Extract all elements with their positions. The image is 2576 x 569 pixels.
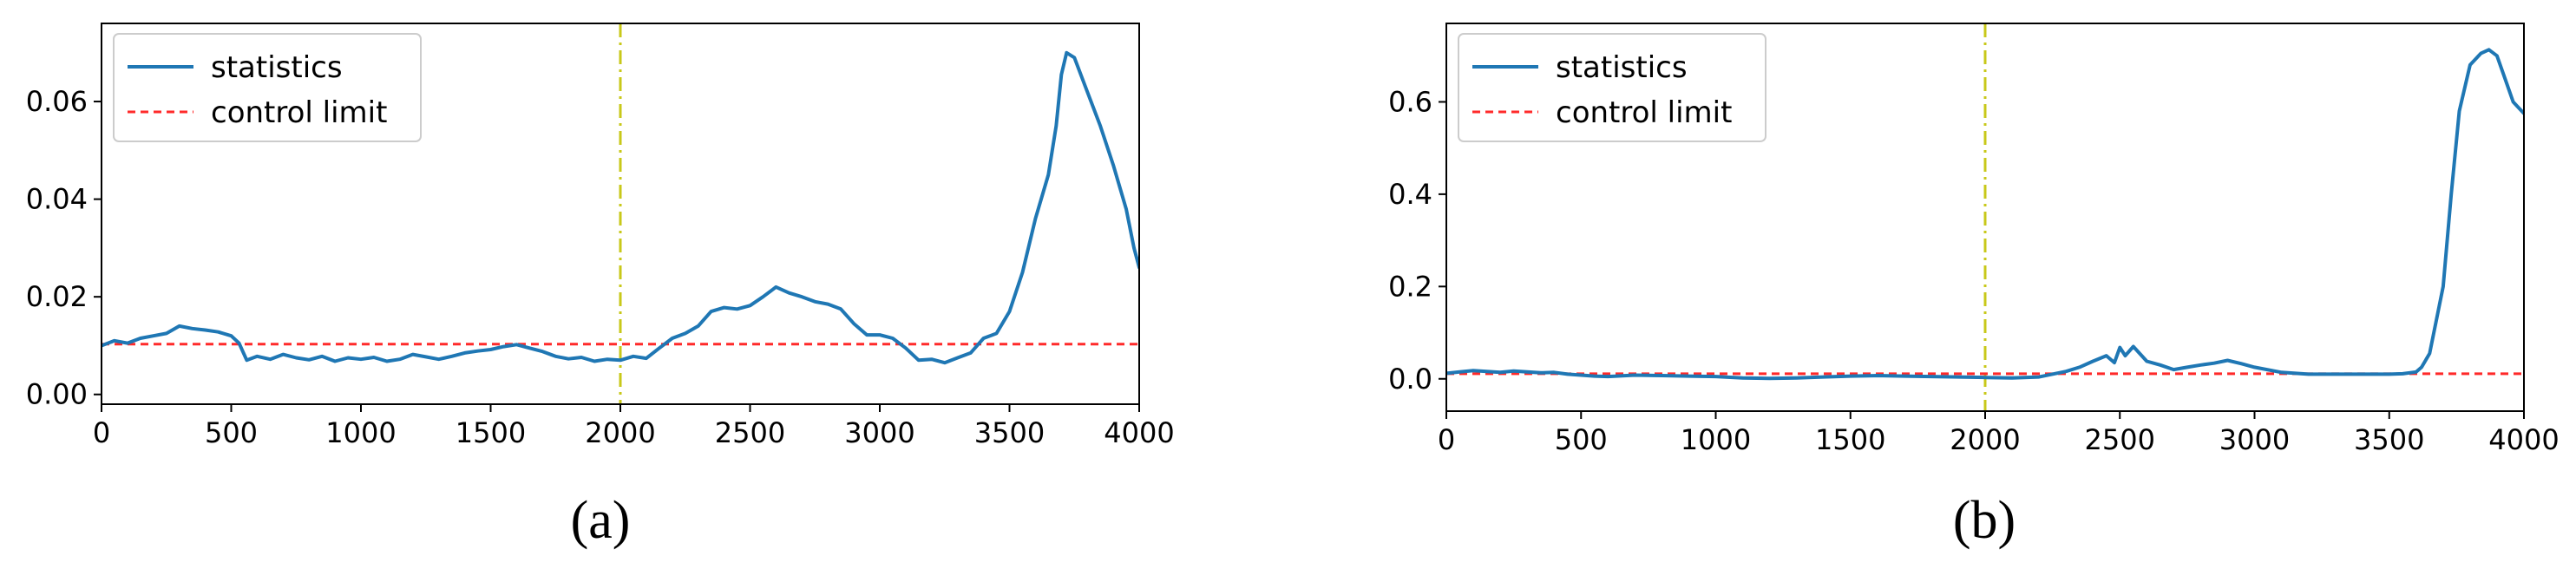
- plot-area: [1446, 23, 2524, 411]
- legend-box: [1458, 33, 1766, 142]
- panel-caption-a: (a): [571, 491, 631, 550]
- x-tick-label: 4000: [2488, 423, 2559, 456]
- x-tick-label: 1000: [325, 416, 396, 449]
- x-tick-label: 2500: [715, 416, 785, 449]
- y-axis-ticks: 0.0 0.2 0.4 0.6: [1388, 85, 1446, 396]
- x-tick-label: 2000: [585, 416, 655, 449]
- y-tick-label: 0.00: [26, 378, 88, 411]
- y-tick-label: 0.02: [26, 280, 88, 313]
- y-axis-ticks: 0.00 0.02 0.04 0.06: [26, 85, 102, 411]
- x-axis-ticks: 0 500 1000 1500 2000 2500 3000 3500 4000: [1438, 411, 2560, 456]
- x-tick-label: 3500: [974, 416, 1045, 449]
- y-tick-label: 0.2: [1388, 270, 1432, 303]
- legend-box: [113, 33, 422, 142]
- x-tick-label: 0: [93, 416, 110, 449]
- y-tick-label: 0.4: [1388, 178, 1432, 211]
- y-tick-label: 0.04: [26, 183, 88, 216]
- legend-label-statistics: statistics: [1556, 50, 1688, 85]
- legend-label-control-limit: control limit: [211, 95, 387, 130]
- statistics-line: [102, 50, 1139, 365]
- axes-frame: [1445, 23, 2525, 412]
- x-tick-label: 0: [1438, 423, 1455, 456]
- x-tick-label: 3500: [2354, 423, 2424, 456]
- y-tick-label: 0.0: [1388, 363, 1432, 396]
- legend-label-control-limit: control limit: [1556, 95, 1732, 130]
- x-tick-label: 500: [1555, 423, 1608, 456]
- legend-label-statistics: statistics: [211, 50, 343, 85]
- x-tick-label: 1500: [456, 416, 526, 449]
- x-tick-label: 3000: [2219, 423, 2290, 456]
- statistics-line: [1446, 48, 2524, 381]
- legend: statistics control limit: [1458, 33, 1766, 142]
- chart-panel-b: 0 500 1000 1500 2000 2500 3000 3500 4000 0.00.20…: [1388, 23, 2560, 550]
- x-tick-label: 4000: [1104, 416, 1174, 449]
- x-tick-label: 1500: [1815, 423, 1885, 456]
- plot-area: [102, 23, 1139, 404]
- x-tick-label: 1000: [1681, 423, 1751, 456]
- y-tick-label: 0.06: [26, 85, 88, 118]
- panel-caption-b: (b): [1953, 491, 2016, 550]
- x-axis-ticks: 0 500 1000 1500 2000 2500 3000 3500 4000: [93, 404, 1175, 449]
- x-tick-label: 2000: [1950, 423, 2020, 456]
- axes-frame: [101, 23, 1140, 405]
- x-tick-label: 500: [205, 416, 258, 449]
- chart-panel-a: 0 500 1000 1500 2000 2500 3000 3500 4000 0.000.0…: [26, 23, 1175, 550]
- x-tick-label: 2500: [2085, 423, 2155, 456]
- y-tick-label: 0.6: [1388, 85, 1432, 118]
- legend: statistics control limit: [113, 33, 422, 142]
- x-tick-label: 3000: [844, 416, 914, 449]
